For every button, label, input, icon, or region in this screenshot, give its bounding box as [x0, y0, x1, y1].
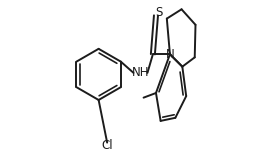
Text: N: N: [166, 48, 174, 61]
Text: Cl: Cl: [101, 139, 113, 152]
Text: S: S: [155, 6, 162, 19]
Text: NH: NH: [132, 66, 149, 79]
